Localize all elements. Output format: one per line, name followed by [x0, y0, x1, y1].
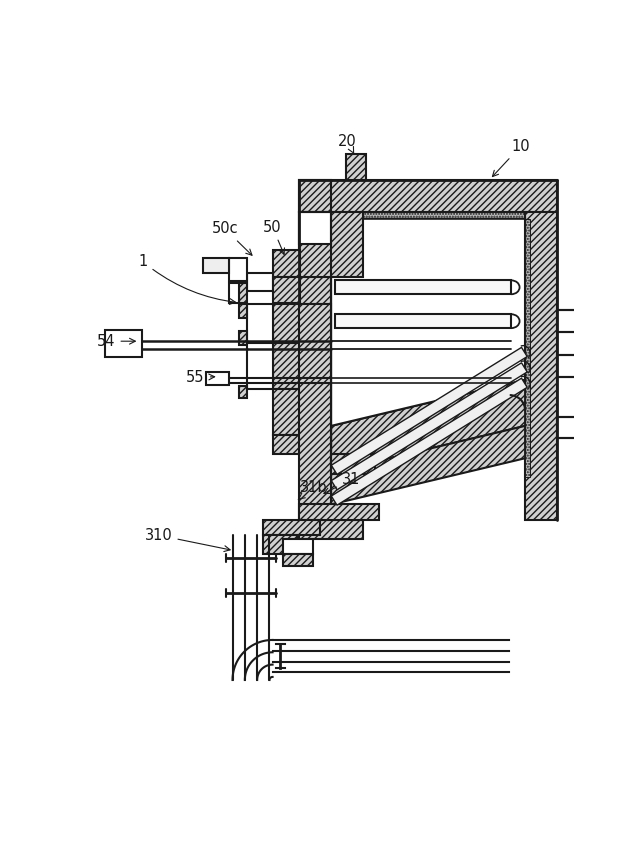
Text: 50c: 50c — [211, 221, 252, 255]
Polygon shape — [299, 179, 557, 212]
Text: 20: 20 — [338, 134, 356, 153]
Polygon shape — [335, 314, 511, 328]
Polygon shape — [204, 258, 230, 273]
Polygon shape — [284, 555, 312, 566]
Polygon shape — [331, 218, 525, 426]
Text: 55: 55 — [186, 370, 214, 385]
Polygon shape — [273, 389, 300, 435]
Polygon shape — [331, 454, 375, 473]
Polygon shape — [557, 310, 576, 332]
Polygon shape — [105, 329, 141, 356]
Text: 50: 50 — [263, 219, 284, 254]
Polygon shape — [525, 212, 557, 520]
Polygon shape — [299, 179, 331, 304]
Polygon shape — [332, 362, 527, 490]
Polygon shape — [273, 251, 300, 277]
Polygon shape — [230, 258, 247, 281]
Polygon shape — [262, 535, 297, 555]
Polygon shape — [525, 218, 530, 478]
Polygon shape — [262, 520, 320, 535]
Text: 10: 10 — [492, 139, 530, 177]
Polygon shape — [299, 212, 364, 277]
Polygon shape — [247, 273, 273, 291]
Polygon shape — [273, 277, 300, 303]
Polygon shape — [331, 426, 525, 505]
Polygon shape — [299, 505, 379, 520]
Polygon shape — [206, 372, 230, 385]
Polygon shape — [299, 212, 331, 244]
Polygon shape — [273, 342, 300, 389]
Polygon shape — [331, 380, 525, 473]
Polygon shape — [247, 342, 273, 389]
Polygon shape — [273, 435, 320, 454]
Polygon shape — [230, 283, 239, 303]
Polygon shape — [239, 283, 247, 303]
Polygon shape — [239, 386, 247, 398]
Polygon shape — [239, 304, 247, 318]
Polygon shape — [335, 280, 511, 294]
Polygon shape — [332, 348, 527, 474]
Text: 1: 1 — [139, 254, 236, 304]
Text: 31: 31 — [324, 473, 360, 493]
Polygon shape — [332, 378, 527, 505]
Polygon shape — [247, 304, 273, 342]
Polygon shape — [557, 417, 576, 438]
Polygon shape — [273, 304, 300, 342]
Polygon shape — [299, 304, 331, 520]
Text: 310: 310 — [145, 528, 230, 551]
Polygon shape — [346, 154, 365, 179]
Polygon shape — [239, 331, 247, 345]
Polygon shape — [299, 520, 364, 539]
Text: 54: 54 — [97, 334, 135, 349]
Polygon shape — [557, 355, 576, 376]
Polygon shape — [331, 212, 525, 218]
Polygon shape — [284, 539, 312, 555]
Text: 31b: 31b — [298, 480, 328, 499]
